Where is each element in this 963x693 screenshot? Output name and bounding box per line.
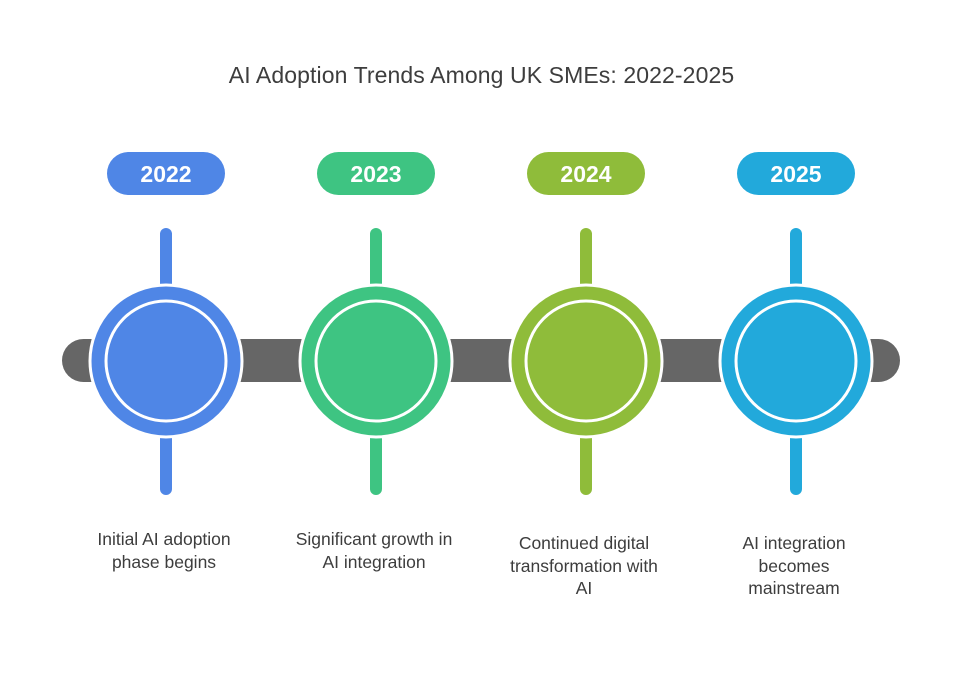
description-line: transformation with bbox=[510, 555, 658, 576]
milestone-stem-bottom bbox=[160, 425, 172, 495]
milestone-stem-bottom bbox=[790, 425, 802, 495]
timeline-track bbox=[62, 339, 900, 382]
description-line: phase begins bbox=[111, 551, 217, 572]
milestone-2024: 2024 bbox=[508, 152, 664, 495]
description-line: mainstream bbox=[748, 578, 840, 598]
milestone-inner-ring bbox=[314, 299, 438, 423]
description-line: Initial AI adoption bbox=[97, 529, 231, 549]
milestone-stem-top bbox=[580, 228, 592, 298]
year-pill bbox=[107, 152, 225, 195]
milestone-description-2025: AI integration becomes mainstream bbox=[699, 532, 889, 600]
milestone-stem-bottom bbox=[370, 425, 382, 495]
milestone-description-2024: Continued digital transformation with AI bbox=[489, 532, 679, 600]
milestone-stem-bottom bbox=[580, 425, 592, 495]
description-line: Continued digital bbox=[518, 533, 650, 553]
milestone-2022: 2022 bbox=[88, 152, 244, 495]
year-label: 2023 bbox=[350, 161, 401, 187]
milestone-stem-top bbox=[790, 228, 802, 298]
milestone-inner-ring bbox=[734, 299, 858, 423]
milestone-stem-top bbox=[370, 228, 382, 298]
description-line: AI bbox=[575, 578, 593, 598]
description-line: Significant growth in bbox=[295, 529, 453, 549]
milestone-description-2023: Significant growth in AI integration bbox=[279, 528, 469, 573]
milestone-inner-ring bbox=[104, 299, 228, 423]
year-label: 2025 bbox=[770, 161, 821, 187]
year-pill bbox=[527, 152, 645, 195]
milestone-2025: 2025 bbox=[718, 152, 874, 495]
year-pill bbox=[317, 152, 435, 195]
milestone-inner-ring bbox=[524, 299, 648, 423]
milestone-description-2022: Initial AI adoption phase begins bbox=[69, 528, 259, 573]
description-line: AI integration bbox=[322, 551, 426, 572]
page-title: AI Adoption Trends Among UK SMEs: 2022-2… bbox=[228, 62, 735, 88]
year-label: 2024 bbox=[560, 161, 611, 187]
year-pill bbox=[737, 152, 855, 195]
description-line: becomes bbox=[758, 555, 830, 576]
year-label: 2022 bbox=[140, 161, 191, 187]
milestone-stem-top bbox=[160, 228, 172, 298]
description-line: AI integration bbox=[742, 533, 846, 553]
milestone-2023: 2023 bbox=[298, 152, 454, 495]
